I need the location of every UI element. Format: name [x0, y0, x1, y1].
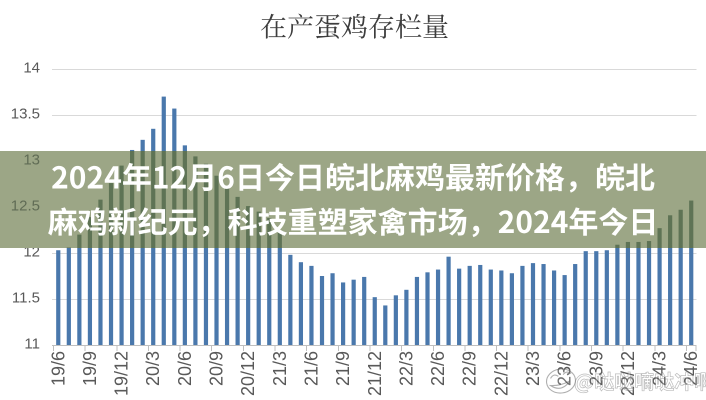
svg-text:23/9: 23/9	[586, 351, 606, 386]
svg-text:22/9: 22/9	[460, 351, 480, 386]
svg-text:12.5: 12.5	[11, 198, 40, 215]
svg-text:11: 11	[24, 336, 40, 353]
svg-text:23/6: 23/6	[555, 351, 575, 386]
svg-text:21/9: 21/9	[333, 351, 353, 386]
svg-text:13.5: 13.5	[11, 106, 40, 123]
svg-text:19/9: 19/9	[80, 351, 100, 386]
svg-text:11.5: 11.5	[12, 290, 40, 307]
svg-text:24/6: 24/6	[681, 351, 701, 386]
svg-text:19/12: 19/12	[112, 351, 132, 396]
svg-text:22/12: 22/12	[491, 351, 511, 396]
svg-text:21/6: 21/6	[301, 351, 321, 386]
svg-text:23/3: 23/3	[523, 351, 543, 386]
svg-text:21/3: 21/3	[270, 351, 290, 386]
svg-text:20/12: 20/12	[238, 351, 258, 396]
svg-text:21/12: 21/12	[365, 351, 385, 396]
svg-text:20/9: 20/9	[207, 351, 227, 386]
svg-text:19/6: 19/6	[48, 351, 68, 386]
svg-text:20/3: 20/3	[143, 351, 163, 386]
svg-text:20/6: 20/6	[175, 351, 195, 386]
svg-text:22/6: 22/6	[428, 351, 448, 386]
svg-text:14: 14	[23, 60, 40, 77]
svg-text:13: 13	[23, 152, 40, 169]
svg-text:22/3: 22/3	[396, 351, 416, 386]
svg-text:24/3: 24/3	[650, 351, 670, 386]
